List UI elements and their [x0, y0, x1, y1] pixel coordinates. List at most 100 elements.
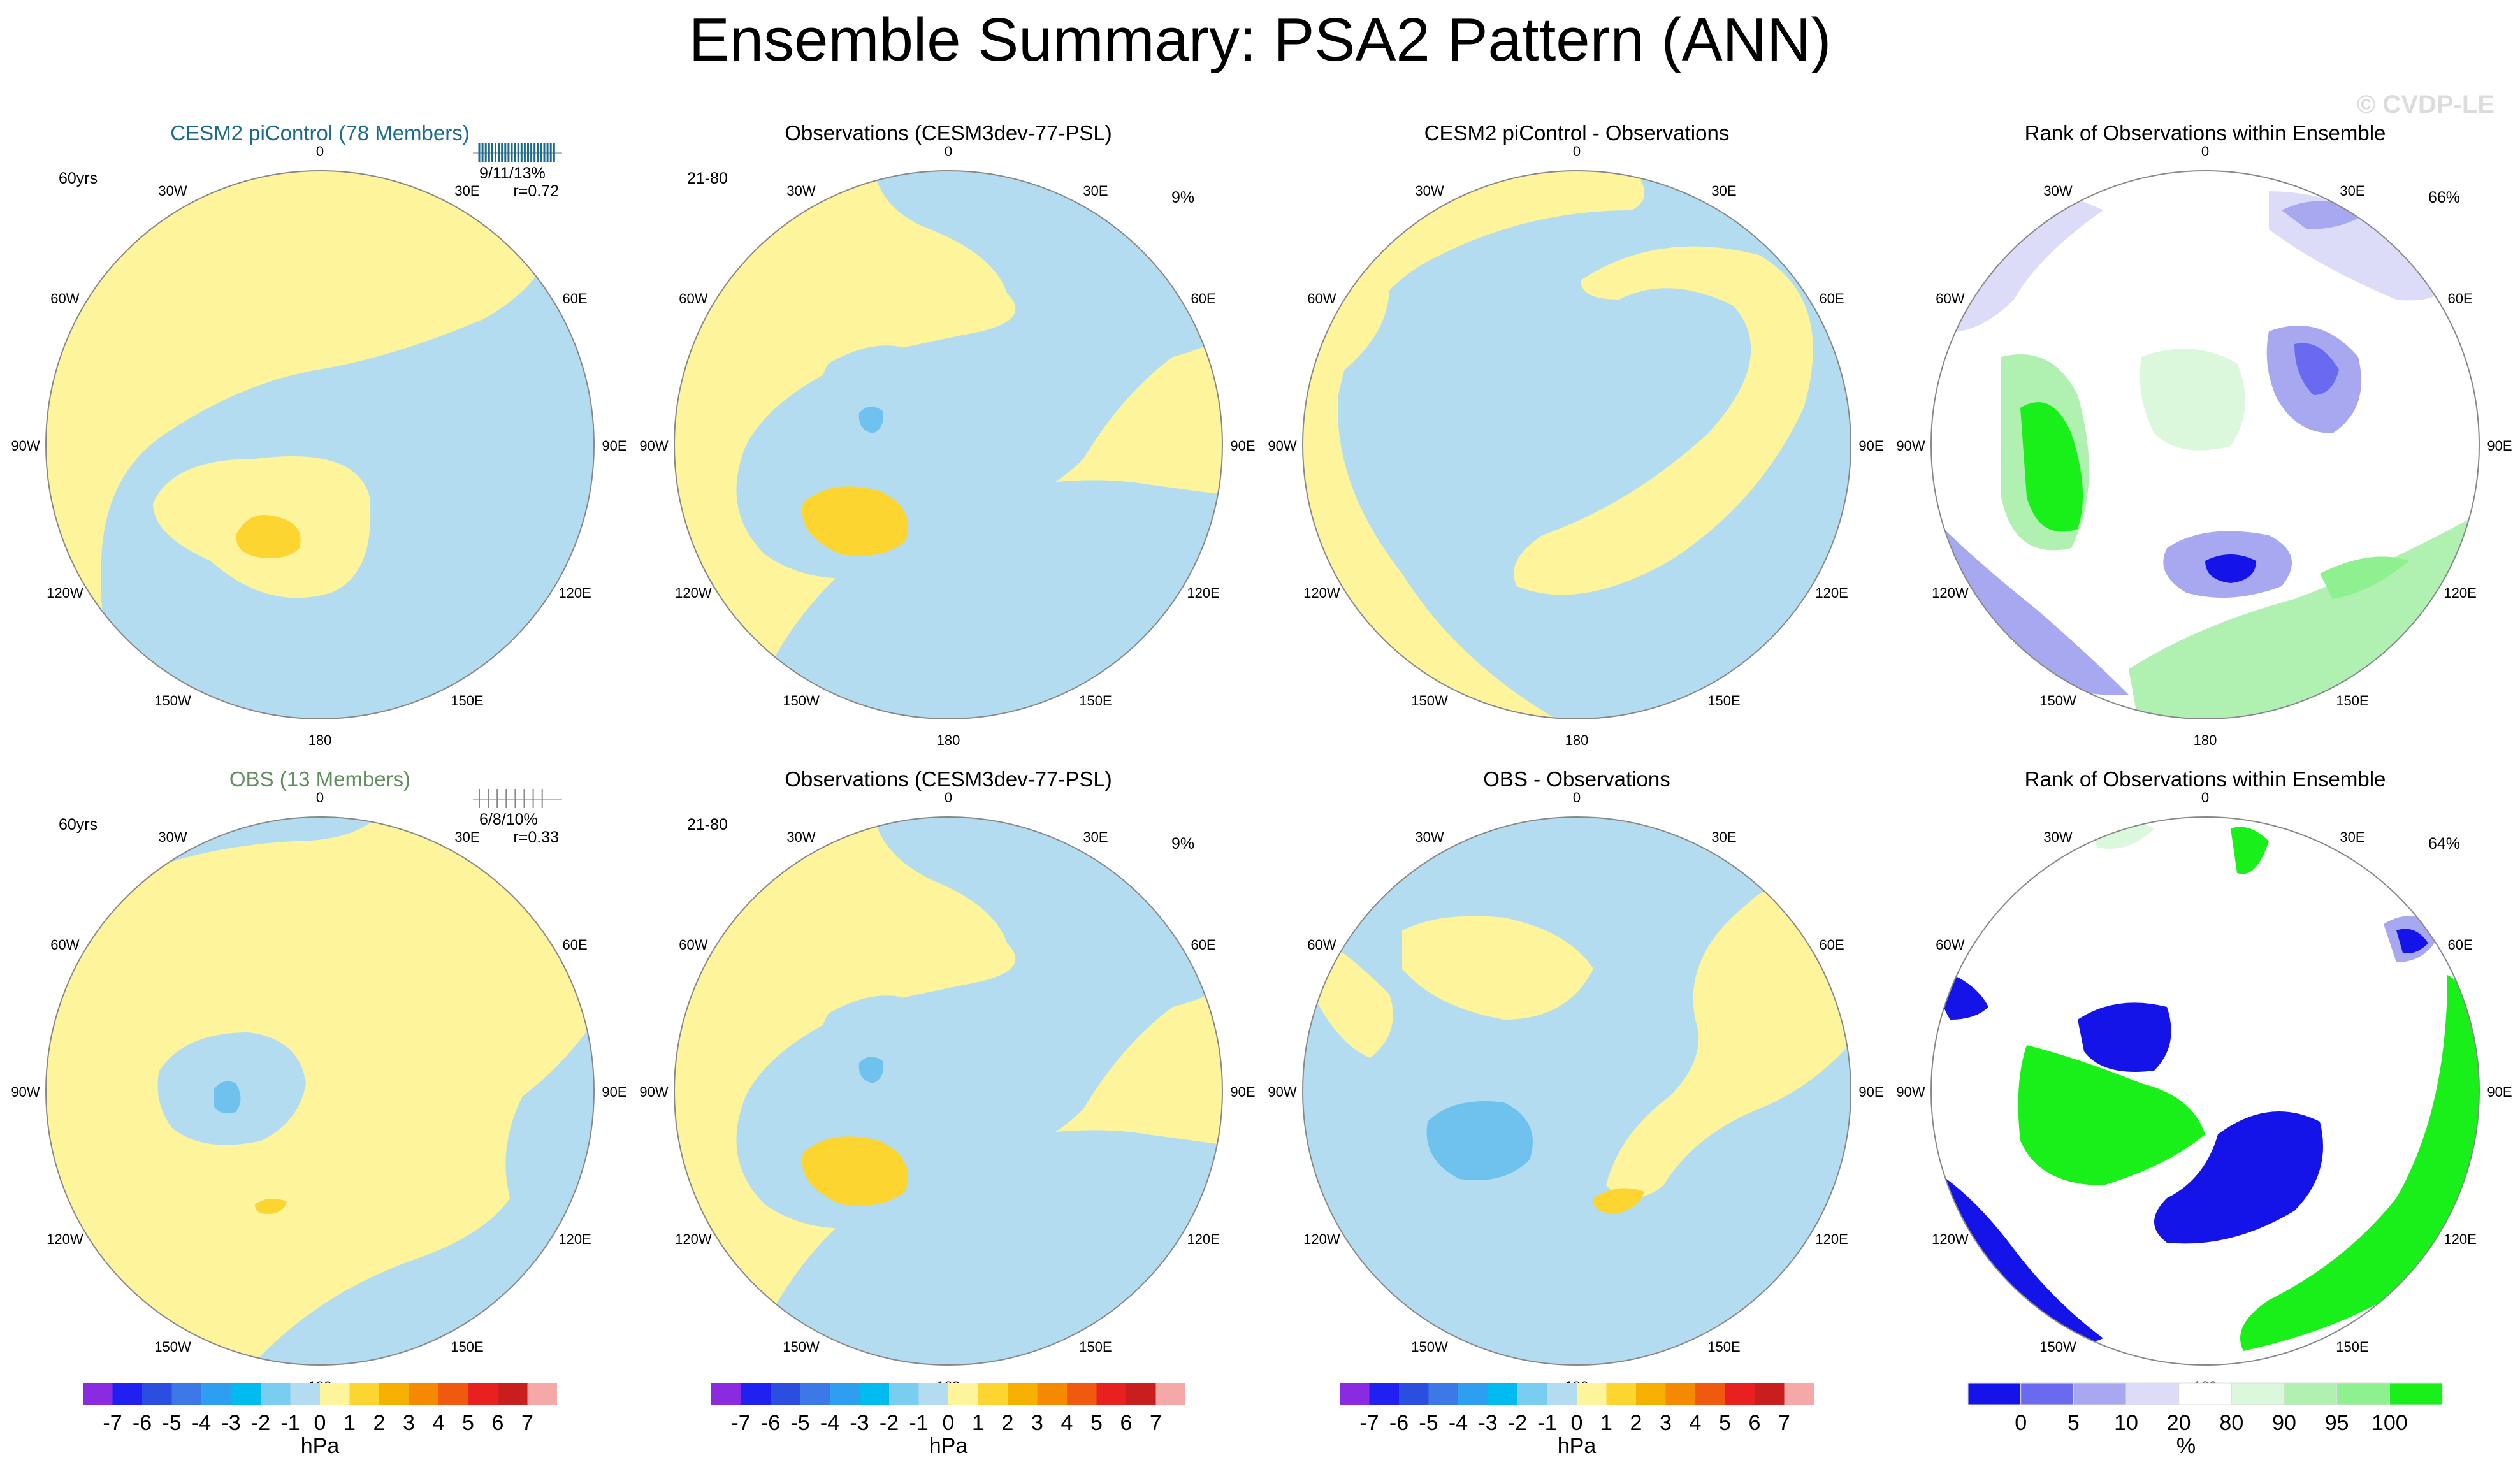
longitude-label: 60W [679, 937, 707, 953]
colorbar-tick-label: -6 [761, 1411, 780, 1435]
panel-annotations: CESM2 piControl (78 Members) 60yrs 9/11/13… [11, 121, 2512, 1394]
longitude-label: 120E [1815, 1231, 1848, 1247]
rank-high-southeast [2320, 556, 2409, 599]
longitude-label: 150W [1411, 693, 1448, 709]
rank-low-southwest [1937, 523, 2129, 695]
colorbar-tick-label: 90 [2272, 1411, 2296, 1435]
colorbar-tick-label: 6 [1749, 1411, 1761, 1435]
longitude-label: 180 [308, 732, 332, 748]
colorbar-tick-label: 4 [1061, 1411, 1073, 1435]
colorbar-tick-label: -5 [790, 1411, 809, 1435]
longitude-label: 0 [1573, 143, 1581, 159]
longitude-label: 120E [2444, 585, 2476, 601]
longitude-label: 60W [1936, 937, 1964, 953]
panel-percent: 64% [2428, 835, 2460, 853]
longitude-label: 150W [154, 693, 191, 709]
colorbar-swatch [1155, 1383, 1185, 1405]
colorbar-tick-label: -7 [731, 1411, 750, 1435]
longitude-label: 60E [2448, 291, 2473, 307]
colorbar-swatch [2389, 1382, 2443, 1405]
panel-cesm2-picontrol [45, 170, 595, 719]
longitude-label: 60W [50, 937, 79, 953]
panel-period: 21-80 [687, 170, 728, 187]
colorbar-swatch [1695, 1383, 1725, 1405]
longitude-label: 180 [937, 732, 960, 748]
colorbar-swatch [261, 1383, 291, 1405]
longitude-label: 90W [1268, 438, 1296, 454]
colorbar-unit: hPa [929, 1434, 968, 1458]
longitude-label: 30W [2043, 829, 2072, 845]
colorbar-swatch [1725, 1383, 1755, 1405]
map-border [1930, 816, 2480, 1366]
panel-percent: 9% [1171, 189, 1194, 206]
longitude-label: 150E [1079, 693, 1112, 709]
colorbar-swatch [468, 1383, 498, 1405]
longitude-label: 90W [639, 1084, 668, 1100]
longitude-label: 120W [1932, 585, 1969, 601]
colorbar-swatch [290, 1383, 320, 1405]
colorbar-unit: hPa [301, 1434, 340, 1458]
rank-low-south-strong [2205, 554, 2256, 583]
longitude-label: 90E [1230, 1084, 1255, 1100]
longitude-label: 150W [783, 1339, 820, 1355]
field-positive-northwest [1402, 916, 1593, 1020]
colorbar-tick-label: -4 [192, 1411, 211, 1435]
field-positive-strong [236, 515, 301, 558]
longitude-label: 150W [1411, 1339, 1448, 1355]
longitude-label: 30W [1415, 829, 1444, 845]
colorbar-tick-label: 6 [492, 1411, 504, 1435]
longitude-label: 60E [1820, 291, 1844, 307]
longitude-label: 150W [2039, 1339, 2076, 1355]
panel-title: Rank of Observations within Ensemble [2025, 767, 2386, 791]
colorbar-swatch [2178, 1382, 2232, 1405]
longitude-label: 120W [675, 1231, 712, 1247]
map-border [45, 170, 595, 719]
colorbar-swatch [859, 1383, 889, 1405]
map-fill [46, 817, 594, 1365]
colorbar-tick-label: 95 [2325, 1411, 2349, 1435]
longitude-label: 0 [316, 143, 324, 159]
longitude-label: 150E [451, 693, 483, 709]
colorbar-swatch [379, 1383, 409, 1405]
colorbar-swatch [741, 1383, 771, 1405]
colorbar-swatch [1967, 1382, 2022, 1405]
colorbar-tick-label: -6 [1389, 1411, 1408, 1435]
colorbar-tick-label: -1 [1537, 1411, 1556, 1435]
colorbar-swatch [527, 1383, 557, 1405]
map-border [45, 816, 595, 1366]
rank-low-southwest [1937, 1173, 2103, 1343]
longitude-label: 0 [945, 790, 952, 806]
colorbar-swatch [2073, 1382, 2127, 1405]
colorbar-tick-label: -2 [251, 1411, 270, 1435]
colorbar-tick-label: 7 [521, 1411, 533, 1435]
field-negative-strong [858, 407, 883, 433]
colorbar-swatch [1399, 1383, 1429, 1405]
longitude-label: 120W [47, 585, 83, 601]
colorbar-swatch [1755, 1383, 1785, 1405]
longitude-label: 0 [1573, 790, 1581, 806]
colorbar-tick-label: -3 [850, 1411, 869, 1435]
map-border [1302, 816, 1851, 1366]
longitude-label: 60W [1307, 291, 1336, 307]
panel-title: Observations (CESM3dev-77-PSL) [785, 767, 1112, 791]
longitude-label: 30E [454, 829, 479, 845]
longitude-label: 120W [675, 585, 712, 601]
colorbar-tick-label: 3 [1031, 1411, 1043, 1435]
longitude-label: 60W [1307, 937, 1336, 953]
colorbar-swatch [231, 1383, 261, 1405]
colorbar-swatch [320, 1383, 350, 1405]
field-negative-strong [1426, 1101, 1533, 1180]
rank-low-southcenter [2154, 1111, 2323, 1244]
longitude-label: 90W [1896, 438, 1925, 454]
longitude-label: 0 [945, 143, 952, 159]
colorbar-swatch [171, 1383, 201, 1405]
longitude-label: 120W [1303, 585, 1340, 601]
longitude-label: 30E [454, 183, 479, 199]
rank-low-center [2078, 1002, 2171, 1072]
panel-title: CESM2 piControl - Observations [1424, 121, 1730, 145]
colorbar-tick-label: 0 [1571, 1411, 1583, 1435]
field-negative-center [819, 345, 931, 454]
colorbar-tick-label: 4 [433, 1411, 445, 1435]
longitude-label: 150E [451, 1339, 483, 1355]
